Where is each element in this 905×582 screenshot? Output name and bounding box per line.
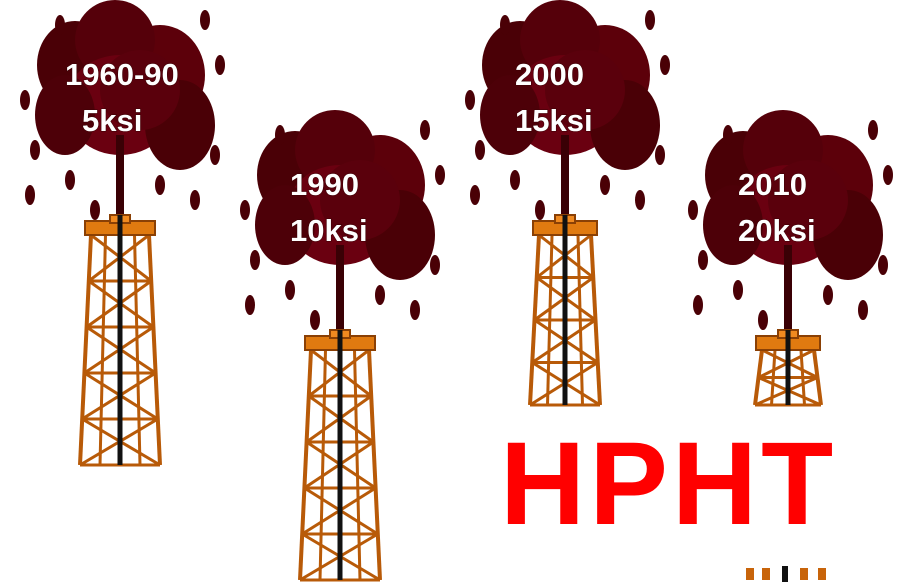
oil-drop: [155, 175, 165, 195]
oil-drop: [200, 10, 210, 30]
oil-drop: [410, 300, 420, 320]
year-label: 2000: [515, 57, 584, 92]
oil-drop: [190, 190, 200, 210]
oil-drop: [65, 170, 75, 190]
derrick: [298, 329, 382, 582]
derrick: [753, 329, 823, 407]
oil-drop: [215, 55, 225, 75]
oil-drop: [655, 145, 665, 165]
pressure-label: 20ksi: [738, 213, 816, 248]
oil-drop: [733, 280, 743, 300]
year-label: 1960-90: [65, 57, 179, 92]
oil-drop: [240, 200, 250, 220]
oil-stream: [336, 245, 344, 335]
oil-drop: [883, 165, 893, 185]
banner: HPHT: [500, 418, 837, 550]
oil-blob: [100, 50, 180, 130]
oil-drop: [858, 300, 868, 320]
oil-blob: [768, 160, 848, 240]
oil-blob: [255, 185, 315, 265]
gusher: [688, 110, 893, 335]
year-label: 2010: [738, 167, 807, 202]
oil-blob: [545, 50, 625, 130]
derrick: [528, 214, 602, 407]
derrick-leg: [147, 234, 162, 466]
oil-blob: [703, 185, 763, 265]
fragment: [746, 566, 826, 582]
oil-drop: [475, 140, 485, 160]
oil-drop: [510, 170, 520, 190]
oil-drop: [660, 55, 670, 75]
oil-drop: [470, 185, 480, 205]
oil-blob: [35, 75, 95, 155]
oil-drop: [698, 250, 708, 270]
derrick-leg: [98, 234, 107, 466]
oil-drop: [20, 90, 30, 110]
oil-drop: [688, 200, 698, 220]
oil-drop: [868, 120, 878, 140]
derrick-leg: [318, 349, 327, 581]
oil-drop: [25, 185, 35, 205]
oil-drop: [600, 175, 610, 195]
oil-drop: [723, 125, 733, 145]
oil-drop: [878, 255, 888, 275]
derrick-leg: [367, 349, 382, 581]
derrick-leg: [133, 234, 142, 466]
oil-drop: [375, 285, 385, 305]
oil-stream: [784, 245, 792, 335]
oil-drop: [435, 165, 445, 185]
year-label: 1990: [290, 167, 359, 202]
oil-drop: [758, 310, 768, 330]
derrick-leg: [353, 349, 362, 581]
gusher: [465, 0, 670, 225]
pressure-label: 15ksi: [515, 103, 593, 138]
oil-drop: [823, 285, 833, 305]
oil-drop: [285, 280, 295, 300]
oil-drop: [90, 200, 100, 220]
pressure-label: 10ksi: [290, 213, 368, 248]
derrick-leg: [298, 349, 313, 581]
oil-drop: [310, 310, 320, 330]
oil-drop: [245, 295, 255, 315]
pressure-label: 5ksi: [82, 103, 142, 138]
oil-drop: [430, 255, 440, 275]
oil-stream: [561, 135, 569, 225]
gusher: [20, 0, 225, 225]
oil-drop: [420, 120, 430, 140]
labels: 1960-90 5ksi 1990 10ksi 2000 15ksi 2010 20ksi: [65, 57, 817, 249]
gusher: [240, 110, 445, 335]
oil-stream: [116, 135, 124, 225]
artwork: [20, 0, 893, 582]
oil-drop: [30, 140, 40, 160]
oil-drop: [210, 145, 220, 165]
oil-drop: [500, 15, 510, 35]
oil-blob: [320, 160, 400, 240]
oil-drop: [645, 10, 655, 30]
oil-drop: [275, 125, 285, 145]
derrick-leg: [78, 234, 93, 466]
oil-drop: [250, 250, 260, 270]
oil-blob: [480, 75, 540, 155]
oil-drop: [693, 295, 703, 315]
oil-drop: [535, 200, 545, 220]
derrick: [78, 214, 162, 467]
oil-drop: [635, 190, 645, 210]
oil-drop: [465, 90, 475, 110]
oil-drop: [55, 15, 65, 35]
